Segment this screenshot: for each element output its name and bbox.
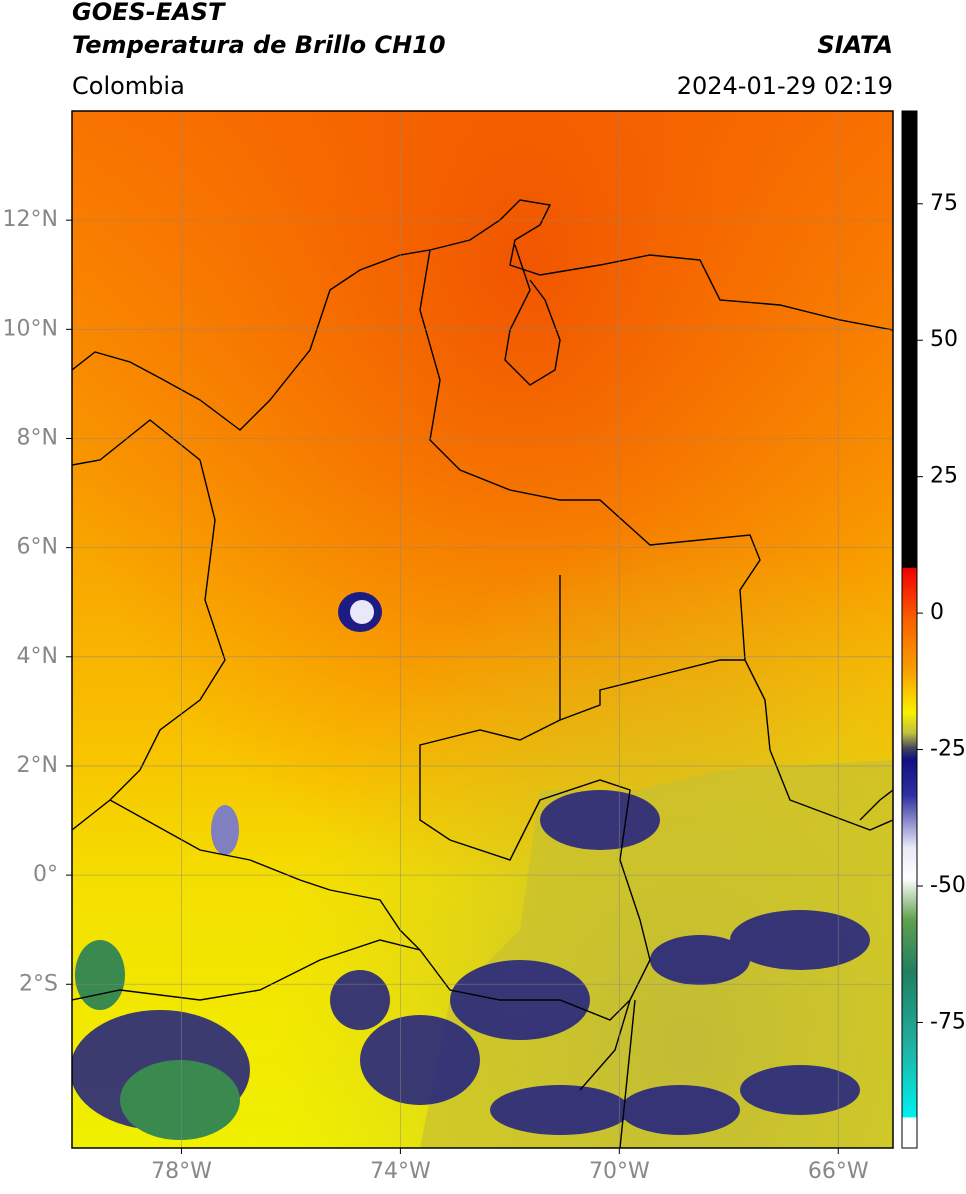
region: Colombia [72, 72, 185, 100]
subtitle: Temperatura de Brillo CH10 [72, 31, 446, 59]
y-tick-label: 8°N [17, 425, 58, 450]
y-tick-label: 2°S [19, 971, 58, 996]
colorbar-tick-label: -75 [930, 1009, 966, 1034]
source: SIATA [817, 31, 893, 59]
map-image [72, 111, 893, 1148]
y-tick-label: 12°N [3, 207, 58, 232]
colorbar-tick-label: 25 [930, 464, 958, 489]
grid [72, 111, 893, 1148]
x-tick-label: 66°W [808, 1159, 869, 1184]
colorbar-tick-label: 0 [930, 600, 944, 625]
y-tick-label: 10°N [3, 316, 58, 341]
x-tick-label: 70°W [589, 1159, 650, 1184]
y-tick-label: 4°N [17, 644, 58, 669]
datetime: 2024-01-29 02:19 [677, 72, 893, 100]
y-tick-label: 2°N [17, 753, 58, 778]
title: GOES-EAST [72, 0, 226, 26]
x-tick-label: 74°W [370, 1159, 431, 1184]
colorbar-tick-label: 50 [930, 327, 958, 352]
y-tick-label: 0° [33, 862, 58, 887]
map-frame [71, 110, 894, 1149]
colorbar-tick-label: 75 [930, 191, 958, 216]
colorbar [901, 110, 918, 1149]
colorbar-tick-label: -50 [930, 873, 966, 898]
colorbar-tick-label: -25 [930, 737, 966, 762]
x-tick-label: 78°W [151, 1159, 212, 1184]
y-tick-label: 6°N [17, 535, 58, 560]
